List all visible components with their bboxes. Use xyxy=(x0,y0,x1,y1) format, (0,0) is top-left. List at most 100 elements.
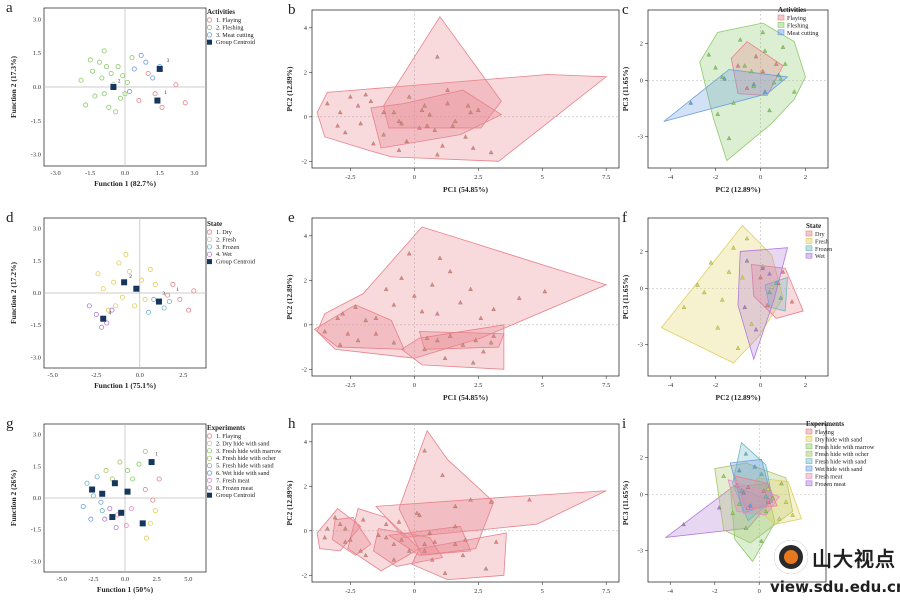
data-point xyxy=(463,134,468,139)
y-tick-label: -3 xyxy=(638,341,643,348)
data-point xyxy=(407,251,412,256)
data-point xyxy=(146,309,152,315)
convex-hull xyxy=(660,224,784,364)
x-axis-label: Function 1 (82.7%) xyxy=(94,179,156,188)
convex-hull xyxy=(400,324,505,370)
panel-e: e -2.5 0 2.5 5 7.5 -2 0 2 4 PC1 (54.85%) PC2 (12.89… xyxy=(285,210,620,402)
group-centroid xyxy=(139,520,146,527)
data-point xyxy=(430,557,435,562)
data-point xyxy=(182,100,188,106)
data-point xyxy=(759,471,764,476)
panel-a: a -3.0 -1.5 0.0 1.5 3.0 3.0 1.5 0.0 -1.5 -3.0 1 2 3 Fu… xyxy=(6,0,256,188)
data-point xyxy=(743,451,749,456)
data-point xyxy=(381,109,386,115)
data-point xyxy=(761,488,766,493)
legend-swatch xyxy=(805,436,813,442)
data-point xyxy=(483,566,489,571)
data-point xyxy=(144,535,150,541)
legend-label: Group Centroid xyxy=(216,39,256,46)
data-point xyxy=(460,342,466,347)
group-centroid xyxy=(100,315,107,322)
y-tick-label: 1.5 xyxy=(33,258,41,265)
data-point xyxy=(717,505,722,510)
data-point xyxy=(414,510,420,515)
data-point xyxy=(80,503,86,509)
panel-c: c -4 -2 0 2 -3 0 2 PC2 (12.89%) PC3 (11.65%) Activ… xyxy=(621,2,829,194)
x-axis-label: PC2 (12.89%) xyxy=(716,393,761,402)
data-point xyxy=(758,275,763,280)
data-point xyxy=(123,251,129,257)
x-tick-label: -2.5 xyxy=(345,588,355,595)
x-tick-label: 0 xyxy=(413,588,416,595)
data-point xyxy=(412,293,417,298)
data-point xyxy=(384,535,389,540)
data-point xyxy=(738,37,743,42)
x-tick-label: 0 xyxy=(758,588,761,595)
x-axis-label: PC1 (54.85%) xyxy=(443,185,488,194)
data-point xyxy=(355,337,361,343)
legend-swatch xyxy=(206,455,213,461)
data-point xyxy=(123,522,129,528)
legend-swatch xyxy=(805,238,813,244)
data-point xyxy=(343,526,348,531)
data-point xyxy=(150,497,156,503)
data-point xyxy=(93,311,99,317)
legend-swatch xyxy=(777,29,785,36)
group-centroid xyxy=(99,490,106,497)
plot-frame xyxy=(311,217,620,377)
data-point xyxy=(396,519,402,524)
data-point xyxy=(440,472,445,477)
data-point xyxy=(715,325,720,330)
x-tick-label: 5.0 xyxy=(184,576,192,583)
data-point xyxy=(138,52,144,58)
x-tick-label: 2.5 xyxy=(474,174,482,181)
data-point xyxy=(142,448,148,454)
data-point xyxy=(343,539,348,544)
data-point xyxy=(156,476,162,482)
legend-label: Group Centroid xyxy=(216,259,256,266)
data-point xyxy=(783,499,789,504)
data-point xyxy=(399,121,404,126)
data-point xyxy=(166,299,172,305)
legend-swatch xyxy=(206,17,213,23)
data-point xyxy=(742,304,747,309)
x-tick-label: 5 xyxy=(541,382,544,389)
data-point xyxy=(769,284,774,289)
centroid-label: 4 xyxy=(108,311,111,316)
data-point xyxy=(771,80,777,85)
x-tick-label: 2.5 xyxy=(474,382,482,389)
data-point xyxy=(481,349,486,354)
legend-title: Experiments xyxy=(806,420,844,428)
data-point xyxy=(765,302,770,308)
data-point xyxy=(417,125,422,130)
data-point xyxy=(471,145,476,150)
data-point xyxy=(450,123,455,128)
data-point xyxy=(688,100,693,105)
legend-title: Activities xyxy=(778,6,806,14)
data-point xyxy=(165,292,171,298)
x-axis-label: Function 1 (75.1%) xyxy=(94,381,156,390)
data-point xyxy=(778,76,783,81)
data-point xyxy=(745,484,751,489)
legend-label: Wet hide with sand xyxy=(815,466,863,473)
group-centroid xyxy=(89,486,96,493)
data-point xyxy=(126,269,132,275)
data-point xyxy=(488,150,494,155)
y-tick-label: 0 xyxy=(640,78,643,85)
data-point xyxy=(432,539,437,544)
data-point xyxy=(753,327,759,332)
data-point xyxy=(399,275,404,280)
data-point xyxy=(473,337,478,343)
legend-swatch xyxy=(206,440,213,446)
panel-letter: a xyxy=(6,0,13,16)
data-point xyxy=(373,331,379,336)
data-point xyxy=(113,109,119,115)
data-point xyxy=(337,109,343,115)
legend-swatch xyxy=(805,458,813,464)
y-tick-label: -3.0 xyxy=(31,558,41,565)
data-point xyxy=(767,271,772,276)
data-point xyxy=(143,59,149,65)
data-point xyxy=(173,82,179,88)
x-tick-label: -5.0 xyxy=(48,372,58,379)
